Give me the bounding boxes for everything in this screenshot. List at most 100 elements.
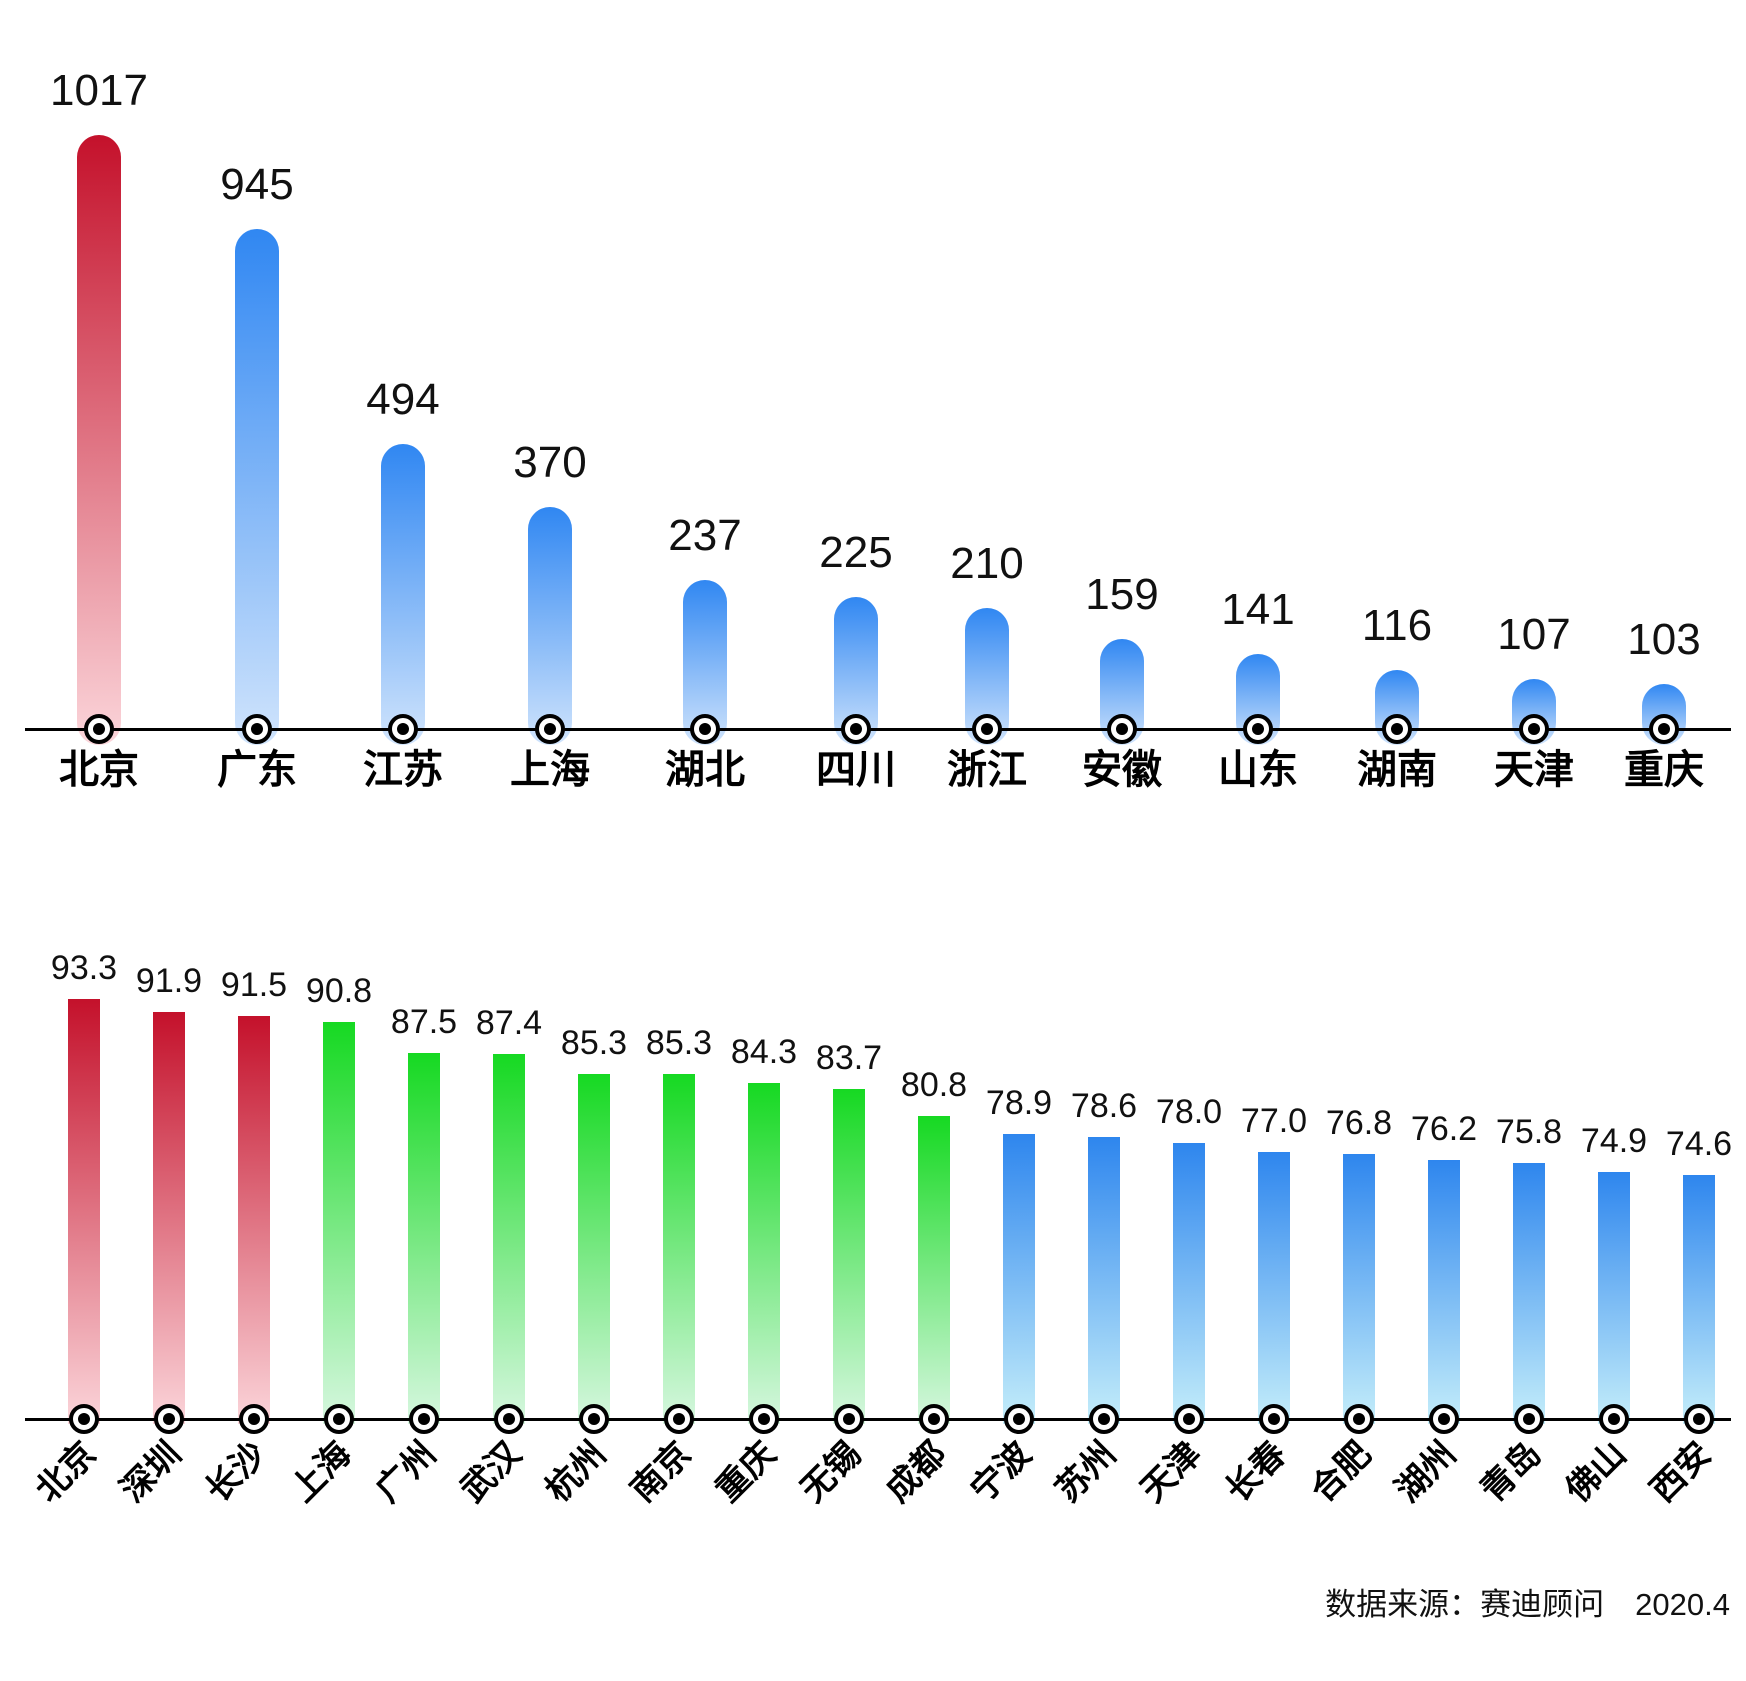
bar-北京 [77,135,121,745]
bar-长春 [1258,1152,1290,1424]
tick-dot-icon [324,1404,354,1434]
tick-dot-icon [409,1404,439,1434]
tick-dot-icon [834,1404,864,1434]
tick-dot-icon [1243,714,1273,744]
tick-dot-center-icon [673,1413,685,1425]
tick-dot-icon [1599,1404,1629,1434]
tick-dot-center-icon [850,723,862,735]
tick-dot-icon [494,1404,524,1434]
tick-dot-icon [841,714,871,744]
tick-dot-icon [1382,714,1412,744]
tick-dot-icon [69,1404,99,1434]
tick-dot-icon [1649,714,1679,744]
bar-value-label: 85.3 [645,1024,713,1062]
bar-value-label: 91.9 [135,962,203,1000]
bar-value-label: 116 [1361,601,1433,650]
bar-value-label: 78.9 [985,1084,1053,1122]
tick-dot-center-icon [928,1413,940,1425]
bar-value-label: 370 [513,438,587,487]
bar-西安 [1683,1175,1715,1424]
x-axis-line [25,728,1731,731]
tick-dot-center-icon [981,723,993,735]
category-label-山东: 山东 [1218,748,1298,792]
tick-dot-center-icon [1183,1413,1195,1425]
tick-dot-icon [1089,1404,1119,1434]
bar-长沙 [238,1016,270,1424]
tick-dot-center-icon [1523,1413,1535,1425]
bar-value-label: 107 [1497,610,1571,659]
bar-value-label: 87.4 [475,1004,543,1042]
tick-dot-icon [1174,1404,1204,1434]
tick-dot-icon [1107,714,1137,744]
bar-广州 [408,1053,440,1424]
bar-value-label: 1017 [50,66,148,115]
tick-dot-center-icon [503,1413,515,1425]
bar-武汉 [493,1054,525,1424]
tick-dot-center-icon [1116,723,1128,735]
tick-dot-center-icon [397,723,409,735]
tick-dot-center-icon [1391,723,1403,735]
bar-天津 [1173,1143,1205,1424]
bar-value-label: 85.3 [560,1024,628,1062]
tick-dot-center-icon [758,1413,770,1425]
bar-广东 [235,229,279,745]
bar-合肥 [1343,1154,1375,1424]
bar-value-label: 210 [950,539,1024,588]
tick-dot-center-icon [1528,723,1540,735]
bar-上海 [323,1022,355,1424]
tick-dot-center-icon [1268,1413,1280,1425]
tick-dot-center-icon [843,1413,855,1425]
bar-无锡 [833,1089,865,1424]
bar-value-label: 91.5 [220,966,288,1004]
bar-上海 [528,507,572,745]
category-label-天津: 天津 [1494,748,1574,792]
bar-value-label: 80.8 [900,1066,968,1104]
bar-value-label: 87.5 [390,1003,458,1041]
category-label-安徽: 安徽 [1082,748,1162,792]
tick-dot-icon [1514,1404,1544,1434]
bar-湖州 [1428,1160,1460,1424]
category-label-湖南: 湖南 [1357,748,1437,792]
bar-宁波 [1003,1134,1035,1424]
tick-dot-center-icon [699,723,711,735]
bar-value-label: 76.8 [1325,1104,1393,1142]
tick-dot-icon [690,714,720,744]
category-label-四川: 四川 [816,748,896,792]
tick-dot-center-icon [1693,1413,1705,1425]
tick-dot-icon [1519,714,1549,744]
bar-value-label: 74.9 [1580,1122,1648,1160]
bar-value-label: 78.6 [1070,1087,1138,1125]
tick-dot-center-icon [588,1413,600,1425]
tick-dot-center-icon [93,723,105,735]
bar-value-label: 225 [819,528,893,577]
tick-dot-center-icon [1252,723,1264,735]
bar-佛山 [1598,1172,1630,1424]
tick-dot-center-icon [1098,1413,1110,1425]
tick-dot-icon [239,1404,269,1434]
bar-value-label: 84.3 [730,1033,798,1071]
tick-dot-center-icon [163,1413,175,1425]
bar-江苏 [381,444,425,745]
tick-dot-icon [664,1404,694,1434]
tick-dot-icon [154,1404,184,1434]
tick-dot-icon [749,1404,779,1434]
category-label-江苏: 江苏 [363,748,443,792]
bar-杭州 [578,1074,610,1424]
tick-dot-icon [388,714,418,744]
tick-dot-center-icon [1438,1413,1450,1425]
tick-dot-icon [1684,1404,1714,1434]
tick-dot-center-icon [418,1413,430,1425]
bar-南京 [663,1074,695,1424]
tick-dot-center-icon [1608,1413,1620,1425]
tick-dot-center-icon [248,1413,260,1425]
category-label-湖北: 湖北 [665,748,745,792]
tick-dot-icon [919,1404,949,1434]
tick-dot-center-icon [251,723,263,735]
data-source-note: 数据来源：赛迪顾问 2020.4 [1325,1587,1730,1622]
bar-value-label: 494 [366,375,440,424]
category-label-重庆: 重庆 [1624,748,1704,792]
bar-value-label: 83.7 [815,1039,883,1077]
tick-dot-center-icon [1658,723,1670,735]
bar-value-label: 159 [1085,570,1159,619]
